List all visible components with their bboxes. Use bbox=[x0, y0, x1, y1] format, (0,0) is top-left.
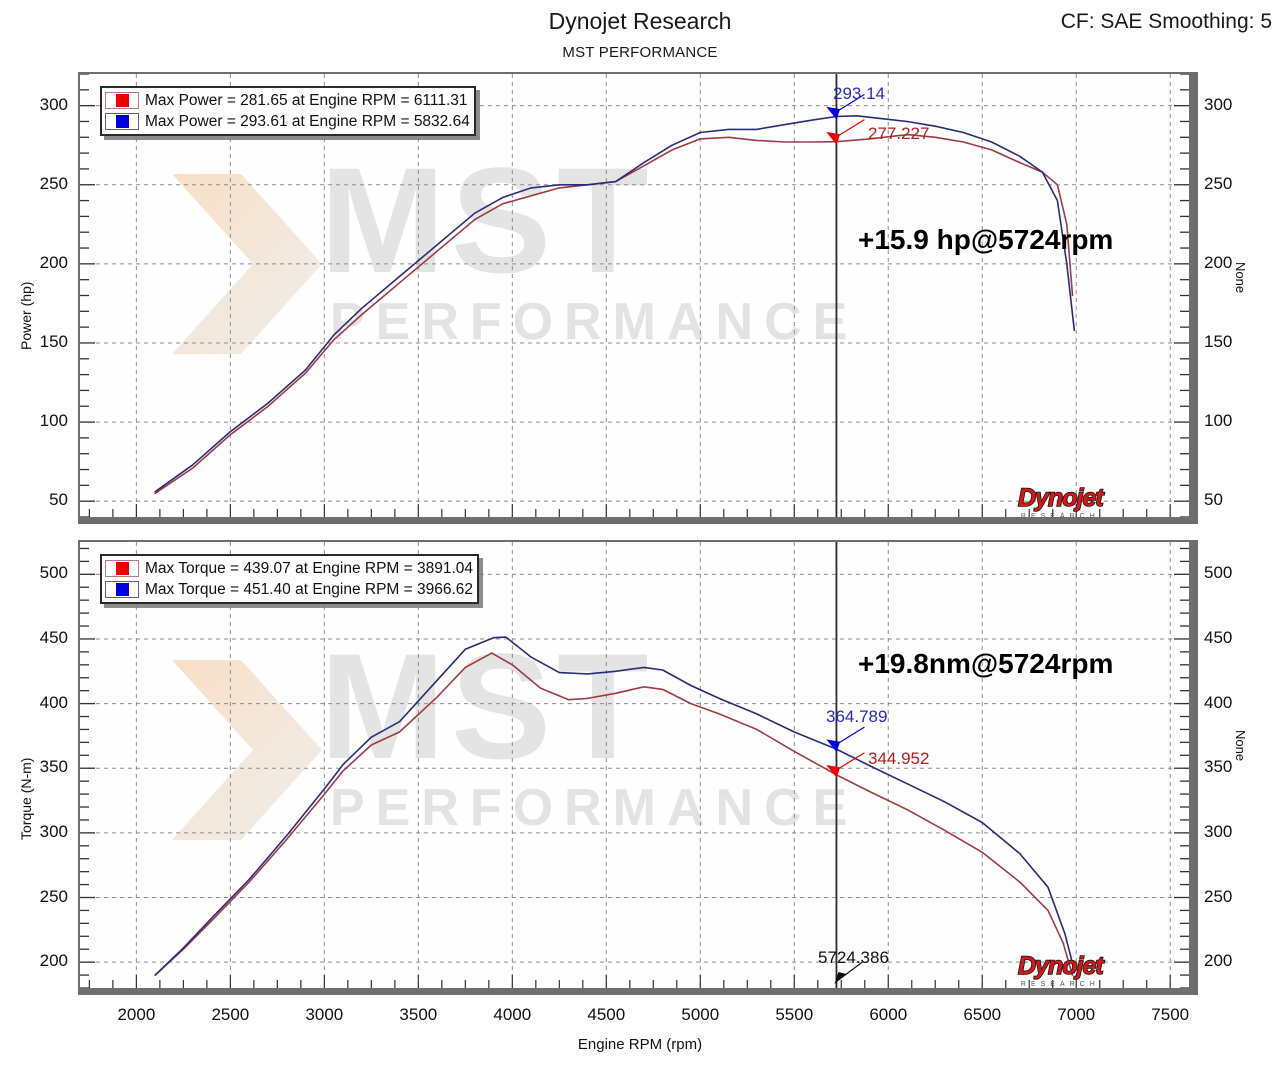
y-tick-label-right: 350 bbox=[1204, 757, 1233, 777]
x-tick-label: 5500 bbox=[775, 1005, 814, 1024]
power-gain-annotation: +15.9 hp@5724rpm bbox=[858, 224, 1114, 255]
y-tick-label-right: 250 bbox=[1204, 173, 1233, 193]
y-tick-label-right: 200 bbox=[1204, 951, 1233, 971]
y-tick-label: 350 bbox=[39, 757, 68, 777]
x-tick-label: 6000 bbox=[869, 1005, 908, 1024]
y-tick-label-right: 50 bbox=[1204, 490, 1223, 510]
power-red-cursor-value: 277.227 bbox=[868, 124, 930, 143]
x-tick-label: 6500 bbox=[963, 1005, 1002, 1024]
torque-y-axis-label-right: None bbox=[1233, 730, 1248, 762]
dynojet-logo-sub: RESEARCH bbox=[1020, 981, 1100, 988]
legend-item-blue[interactable]: Max Torque = 451.40 at Engine RPM = 3966… bbox=[105, 579, 473, 600]
y-tick-label-right: 400 bbox=[1204, 692, 1233, 712]
legend-label-red: Max Torque = 439.07 at Engine RPM = 3891… bbox=[145, 559, 474, 577]
y-tick-label-right: 100 bbox=[1204, 411, 1233, 431]
y-tick-label-right: 300 bbox=[1204, 94, 1233, 114]
correction-factor-info: CF: SAE Smoothing: 5 bbox=[1060, 10, 1272, 33]
torque-blue-cursor-value: 364.789 bbox=[826, 707, 888, 726]
x-tick-label: 5000 bbox=[681, 1005, 720, 1024]
x-tick-label: 2000 bbox=[117, 1005, 156, 1024]
y-tick-label: 450 bbox=[39, 627, 68, 647]
y-tick-label-right: 150 bbox=[1204, 331, 1233, 351]
power-blue-cursor-value: 293.14 bbox=[833, 84, 885, 103]
y-tick-label: 250 bbox=[39, 886, 68, 906]
page-subtitle: MST PERFORMANCE bbox=[562, 44, 718, 61]
y-tick-label-right: 500 bbox=[1204, 563, 1233, 583]
y-tick-label-right: 450 bbox=[1204, 627, 1233, 647]
torque-gain-annotation: +19.8nm@5724rpm bbox=[858, 648, 1114, 679]
legend-swatch-red bbox=[105, 560, 139, 577]
x-tick-label: 4000 bbox=[493, 1005, 532, 1024]
x-tick-label: 4500 bbox=[587, 1005, 626, 1024]
power-plot-area: MST PERFORMANCE bbox=[80, 74, 1189, 517]
torque-red-cursor-value: 344.952 bbox=[868, 749, 930, 768]
dynojet-logo-torque: Dynojet RESEARCH bbox=[1017, 951, 1104, 988]
dynojet-logo-text: Dynojet bbox=[1017, 951, 1104, 981]
legend-item-blue[interactable]: Max Power = 293.61 at Engine RPM = 5832.… bbox=[105, 111, 470, 132]
power-legend[interactable]: Max Power = 281.65 at Engine RPM = 6111.… bbox=[100, 86, 476, 136]
y-tick-label: 500 bbox=[39, 563, 68, 583]
legend-label-red: Max Power = 281.65 at Engine RPM = 6111.… bbox=[145, 91, 468, 109]
torque-chart-panel: MST PERFORMANCE Max Torque = 439.07 at E… bbox=[78, 540, 1198, 995]
legend-swatch-blue bbox=[105, 581, 139, 598]
legend-swatch-red bbox=[105, 92, 139, 109]
x-axis-label: Engine RPM (rpm) bbox=[577, 1036, 703, 1053]
y-tick-label: 250 bbox=[39, 173, 68, 193]
y-tick-label: 300 bbox=[39, 94, 68, 114]
power-y-axis-label-right: None bbox=[1233, 262, 1248, 294]
legend-item-red[interactable]: Max Power = 281.65 at Engine RPM = 6111.… bbox=[105, 90, 470, 111]
power-chart-panel: MST PERFORMANCE Max Power = 281.65 at En… bbox=[78, 72, 1198, 524]
dynojet-logo-sub: RESEARCH bbox=[1020, 513, 1100, 520]
x-tick-label: 2500 bbox=[211, 1005, 250, 1024]
x-tick-label: 7000 bbox=[1057, 1005, 1096, 1024]
legend-label-blue: Max Torque = 451.40 at Engine RPM = 3966… bbox=[145, 580, 474, 598]
legend-swatch-blue bbox=[105, 113, 139, 130]
y-tick-label-right: 300 bbox=[1204, 821, 1233, 841]
y-tick-label: 200 bbox=[39, 252, 68, 272]
legend-item-red[interactable]: Max Torque = 439.07 at Engine RPM = 3891… bbox=[105, 558, 473, 579]
y-tick-label: 300 bbox=[39, 821, 68, 841]
y-tick-label: 400 bbox=[39, 692, 68, 712]
dynojet-logo-text: Dynojet bbox=[1017, 483, 1104, 513]
page-title: Dynojet Research bbox=[548, 8, 732, 34]
x-tick-label: 3000 bbox=[305, 1005, 344, 1024]
x-tick-label: 7500 bbox=[1151, 1005, 1190, 1024]
y-tick-label: 200 bbox=[39, 951, 68, 971]
cursor-rpm-annotation: 5724.386 bbox=[818, 948, 889, 967]
y-tick-label: 150 bbox=[39, 331, 68, 351]
torque-plot-area: MST PERFORMANCE bbox=[80, 542, 1189, 988]
chart-header: Dynojet Research MST PERFORMANCE CF: SAE… bbox=[0, 0, 1280, 70]
x-tick-label: 3500 bbox=[399, 1005, 438, 1024]
y-tick-label-right: 250 bbox=[1204, 886, 1233, 906]
y-tick-label: 50 bbox=[49, 490, 68, 510]
torque-legend[interactable]: Max Torque = 439.07 at Engine RPM = 3891… bbox=[100, 554, 480, 604]
y-tick-label: 100 bbox=[39, 411, 68, 431]
legend-label-blue: Max Power = 293.61 at Engine RPM = 5832.… bbox=[145, 112, 470, 130]
y-tick-label-right: 200 bbox=[1204, 252, 1233, 272]
dynojet-logo: Dynojet RESEARCH bbox=[1017, 483, 1104, 520]
